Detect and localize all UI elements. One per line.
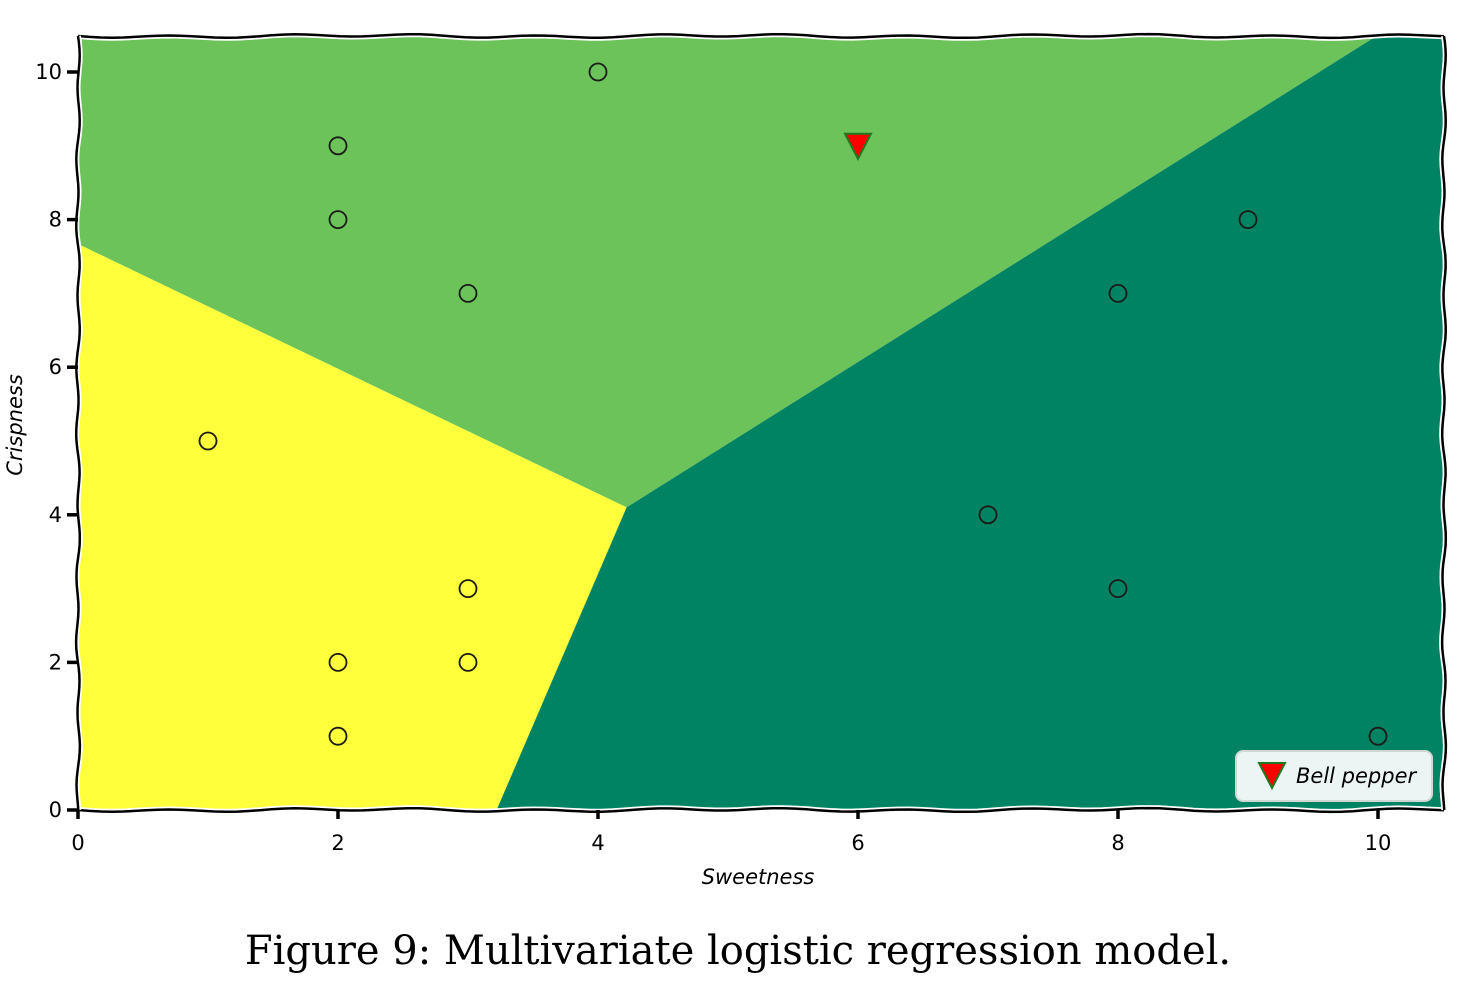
x-tick-label: 10 — [1365, 831, 1392, 855]
data-point — [588, 62, 608, 82]
y-tick-label: 4 — [49, 503, 62, 527]
data-point — [198, 431, 218, 451]
y-tick-label: 0 — [49, 798, 62, 822]
data-point — [328, 210, 348, 230]
data-point — [328, 136, 348, 156]
frame-right — [1440, 35, 1448, 811]
y-axis-label: Crispness — [3, 374, 27, 476]
bell-pepper-point — [843, 132, 873, 161]
legend-label: Bell pepper — [1296, 764, 1418, 788]
frame-top — [77, 32, 1445, 40]
y-tick-label: 8 — [49, 208, 62, 232]
data-point — [1108, 283, 1128, 303]
data-point — [458, 579, 478, 598]
y-tick-label: 6 — [49, 355, 62, 379]
data-point — [458, 653, 478, 672]
figure-caption: Figure 9: Multivariate logistic regressi… — [244, 928, 1232, 974]
x-tick-label: 4 — [591, 831, 604, 855]
region-1 — [78, 244, 627, 810]
data-point — [328, 726, 348, 746]
data-points — [198, 62, 1388, 746]
x-tick-label: 8 — [1111, 831, 1124, 855]
data-point — [978, 505, 998, 525]
chart: 0 2 4 6 8 10 0 2 4 6 8 10 Bell pepper Sweetness Cri… — [3, 31, 1449, 889]
frame-left — [74, 35, 82, 811]
region-2 — [496, 36, 1443, 810]
data-point — [328, 653, 348, 672]
x-tick-label: 2 — [331, 831, 344, 855]
data-point — [1368, 726, 1388, 746]
axis-ticks: 0 2 4 6 8 10 0 2 4 6 8 10 — [35, 60, 1391, 855]
data-point — [1238, 210, 1258, 230]
plot-frame — [73, 31, 1449, 815]
data-point — [1108, 579, 1128, 598]
frame-bottom — [77, 806, 1445, 814]
region-0 — [78, 36, 1377, 508]
y-tick-label: 2 — [49, 650, 62, 674]
legend: Bell pepper — [1235, 750, 1433, 802]
data-point — [458, 283, 478, 303]
legend-marker — [1257, 762, 1287, 791]
y-tick-label: 10 — [35, 60, 62, 84]
x-tick-label: 6 — [851, 831, 864, 855]
x-tick-label: 0 — [71, 831, 84, 855]
x-axis-label: Sweetness — [702, 865, 815, 889]
decision-regions — [78, 36, 1443, 810]
